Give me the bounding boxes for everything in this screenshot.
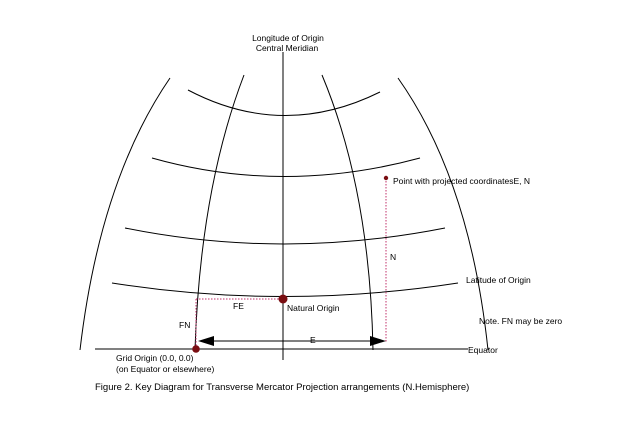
parallel-line xyxy=(111,282,459,297)
projected-point-label: Point with projected coordinatesE, N xyxy=(393,176,530,186)
n-label: N xyxy=(390,252,396,262)
parallel-line xyxy=(124,227,446,245)
parallels xyxy=(111,89,459,297)
note-label: Note. FN may be zero xyxy=(479,316,562,326)
meridians xyxy=(79,74,489,351)
figure-caption: Figure 2. Key Diagram for Transverse Mer… xyxy=(95,382,469,393)
fn-label: FN xyxy=(179,320,190,330)
parallel-line xyxy=(151,157,421,177)
fe-label: FE xyxy=(233,301,244,311)
grid-origin-point xyxy=(192,345,200,353)
meridian-line xyxy=(321,74,374,351)
projected-point xyxy=(383,175,389,181)
grid-origin-label: Grid Origin (0.0, 0.0) xyxy=(116,353,194,363)
central-meridian-label: Central Meridian xyxy=(256,43,319,53)
grid-origin-sub-label: (on Equator or elsewhere) xyxy=(116,364,214,374)
e-arrow-right-head xyxy=(370,336,386,346)
longitude-origin-label: Longitude of Origin xyxy=(252,33,324,43)
meridian-line xyxy=(194,74,245,351)
meridian-line xyxy=(397,77,489,351)
meridian-line xyxy=(79,77,171,351)
parallel-line xyxy=(187,89,381,116)
natural-origin-label: Natural Origin xyxy=(287,303,340,313)
equator-label: Equator xyxy=(468,345,498,355)
latitude-origin-label: Latitude of Origin xyxy=(466,275,531,285)
e-label: E xyxy=(310,335,316,345)
e-arrow-left-head xyxy=(198,336,214,346)
natural-origin-point xyxy=(278,294,288,304)
